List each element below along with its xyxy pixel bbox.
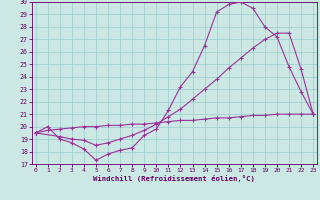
X-axis label: Windchill (Refroidissement éolien,°C): Windchill (Refroidissement éolien,°C) [93,175,255,182]
